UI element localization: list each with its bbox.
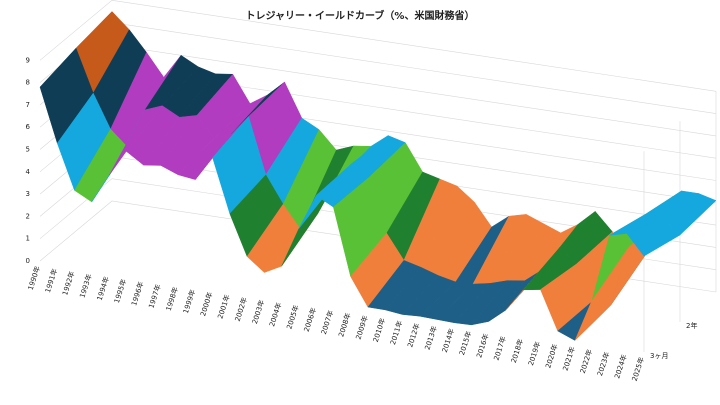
x-tick-label: 1992年 bbox=[60, 270, 76, 296]
z-axis: 0 1 2 3 4 5 6 7 8 9 bbox=[26, 56, 31, 265]
y-tick-label: 2年 bbox=[686, 321, 697, 330]
x-tick-label: 2006年 bbox=[302, 306, 318, 332]
x-tick-label: 2016年 bbox=[474, 332, 490, 358]
x-tick-label: 2009年 bbox=[354, 314, 370, 340]
x-tick-label: 2025年 bbox=[630, 356, 646, 382]
x-tick-label: 2023年 bbox=[595, 351, 611, 377]
x-tick-label: 2008年 bbox=[336, 312, 352, 338]
x-tick-label: 1998年 bbox=[164, 286, 180, 312]
x-tick-label: 2021年 bbox=[561, 345, 577, 371]
surface bbox=[39, 11, 717, 341]
z-tick-label: 8 bbox=[26, 79, 30, 87]
x-tick-label: 2017年 bbox=[492, 335, 508, 361]
x-tick-label: 2000年 bbox=[198, 291, 214, 317]
x-tick-label: 2013年 bbox=[423, 325, 439, 351]
x-tick-label: 1995年 bbox=[112, 278, 128, 304]
z-tick-label: 7 bbox=[26, 101, 30, 109]
x-tick-label: 2004年 bbox=[267, 301, 283, 327]
x-tick-label: 1994年 bbox=[95, 275, 111, 301]
x-tick-label: 2002年 bbox=[233, 296, 249, 322]
x-tick-label: 1996年 bbox=[129, 280, 145, 306]
x-tick-label: 1991年 bbox=[43, 267, 59, 293]
x-tick-label: 2012年 bbox=[405, 322, 421, 348]
z-tick-label: 4 bbox=[26, 168, 31, 176]
z-tick-label: 9 bbox=[26, 56, 30, 64]
grid-line bbox=[39, 0, 717, 92]
x-tick-label: 1999年 bbox=[181, 288, 197, 314]
x-tick-label: 2018年 bbox=[509, 338, 525, 364]
z-tick-label: 0 bbox=[26, 257, 30, 265]
x-tick-label: 2019年 bbox=[526, 340, 542, 366]
x-tick-label: 2024年 bbox=[612, 353, 628, 379]
x-tick-label: 2020年 bbox=[543, 343, 559, 369]
z-tick-label: 1 bbox=[26, 235, 30, 243]
x-tick-label: 2014年 bbox=[440, 327, 456, 353]
x-tick-label: 2015年 bbox=[457, 330, 473, 356]
x-tick-label: 2022年 bbox=[578, 348, 594, 374]
x-tick-label: 2005年 bbox=[285, 304, 301, 330]
x-tick-label: 1997年 bbox=[146, 283, 162, 309]
z-tick-label: 2 bbox=[26, 212, 30, 220]
z-tick-label: 6 bbox=[26, 123, 31, 131]
x-tick-label: 2007年 bbox=[319, 309, 335, 335]
x-tick-label: 1993年 bbox=[77, 273, 93, 299]
y-axis: 3ヶ月2年7年 bbox=[650, 321, 697, 360]
y-tick-label: 3ヶ月 bbox=[650, 352, 668, 360]
surface-facet bbox=[626, 218, 681, 257]
x-tick-label: 2011年 bbox=[388, 319, 404, 345]
z-tick-label: 3 bbox=[26, 190, 30, 198]
x-tick-label: 1990年 bbox=[26, 265, 42, 291]
chart-title: トレジャリー・イールドカーブ（%、米国財務省） bbox=[246, 9, 475, 22]
x-tick-label: 2010年 bbox=[371, 317, 387, 343]
z-tick-label: 5 bbox=[26, 146, 30, 154]
x-tick-label: 2003年 bbox=[250, 299, 266, 325]
x-tick-label: 2001年 bbox=[215, 293, 231, 319]
